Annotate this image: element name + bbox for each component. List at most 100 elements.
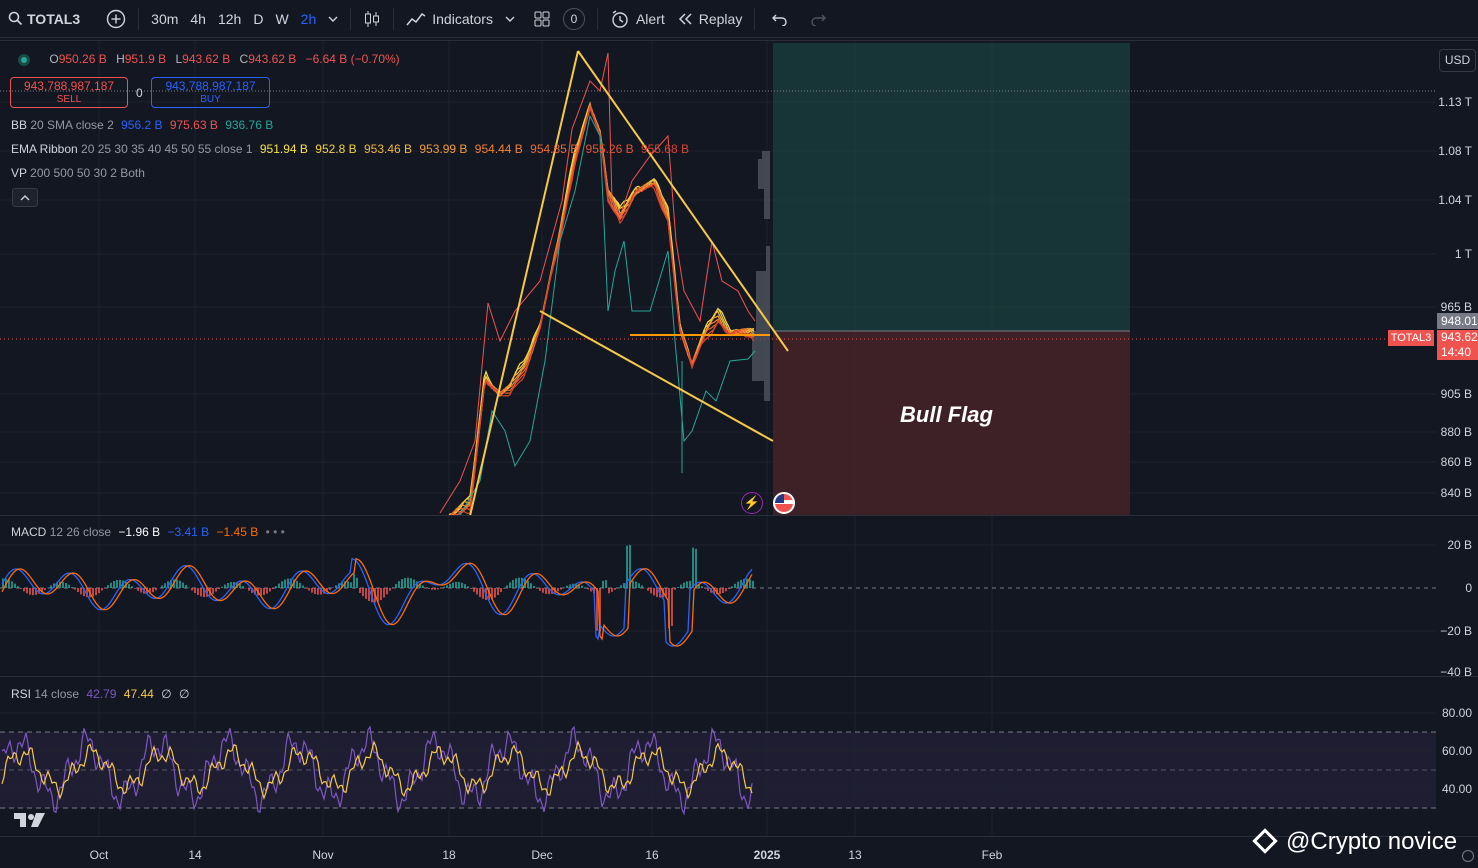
- close-label: C: [239, 52, 249, 66]
- indicators-button[interactable]: Indicators: [400, 0, 499, 38]
- currency-button[interactable]: USD: [1439, 49, 1476, 72]
- interval-2h[interactable]: 2h: [300, 10, 317, 27]
- badge-value: 0: [562, 7, 585, 30]
- ema-value: 953.46 B: [363, 142, 413, 156]
- macd-legend[interactable]: MACD 12 26 close −1.96 B −3.41 B −1.45 B…: [11, 525, 285, 539]
- macd-name: MACD: [11, 525, 47, 539]
- ema-ribbon-line: [449, 105, 755, 516]
- count-badge[interactable]: 0: [557, 0, 591, 38]
- time-axis[interactable]: [0, 836, 1478, 868]
- rsi-legend[interactable]: RSI 14 close 42.79 47.44 ∅ ∅: [11, 687, 189, 701]
- bull-flag-label[interactable]: Bull Flag: [900, 402, 993, 427]
- ema-name: EMA Ribbon: [11, 142, 78, 156]
- interval-30m[interactable]: 30m: [151, 10, 179, 27]
- separator: [138, 7, 140, 30]
- rsi-pane[interactable]: RSI 14 close 42.79 47.44 ∅ ∅ 80.00 60.00…: [0, 676, 1478, 837]
- macd-axis-label: 0: [1465, 581, 1472, 595]
- bb-legend[interactable]: BB 20 SMA close 2 956.2 B 975.63 B 936.7…: [11, 118, 273, 132]
- settings-icon[interactable]: [1462, 850, 1474, 862]
- vp-name: VP: [11, 166, 27, 180]
- open-value: 950.26 B: [58, 52, 107, 66]
- tradingview-logo[interactable]: [14, 812, 46, 828]
- interval-dropdown[interactable]: [322, 0, 344, 38]
- volume-profile: [752, 151, 770, 401]
- high-value: 951.9 B: [124, 52, 167, 66]
- target-zone[interactable]: [773, 43, 1130, 331]
- close-value: 943.62 B: [248, 52, 297, 66]
- bb-params: 20 SMA close 2: [30, 118, 114, 132]
- macd-axis-label: −40 B: [1440, 665, 1472, 679]
- rsi-ma-line: [1, 739, 753, 801]
- interval-d[interactable]: D: [253, 10, 264, 27]
- macd-signal-value: −1.45 B: [216, 525, 259, 539]
- open-label: O: [49, 52, 59, 66]
- price-label: 860 B: [1440, 455, 1472, 469]
- low-value: 943.62 B: [182, 52, 231, 66]
- time-label: 14: [188, 848, 202, 862]
- indicators-dropdown[interactable]: [499, 0, 521, 38]
- time-label: Dec: [531, 848, 553, 862]
- macd-params: 12 26 close: [49, 525, 112, 539]
- sell-price: 943,788,987,187: [23, 79, 115, 93]
- chart-type-button[interactable]: [357, 0, 387, 38]
- interval-w[interactable]: W: [275, 10, 289, 27]
- macd-pane[interactable]: MACD 12 26 close −1.96 B −3.41 B −1.45 B…: [0, 515, 1478, 679]
- indicators-icon: [406, 11, 426, 27]
- ema-ribbon-legend[interactable]: EMA Ribbon 20 25 30 35 40 45 50 55 close…: [11, 142, 689, 156]
- spread-value: 0: [136, 86, 143, 100]
- price-chart[interactable]: [0, 41, 1478, 516]
- rewind-icon: [677, 12, 693, 26]
- interval-12h[interactable]: 12h: [217, 10, 242, 27]
- buy-label: BUY: [200, 94, 221, 105]
- undo-icon: [771, 12, 789, 26]
- vp-legend[interactable]: VP 200 500 50 30 2 Both: [11, 166, 145, 180]
- candles-icon: [363, 9, 381, 29]
- separator: [350, 7, 352, 30]
- replay-label: Replay: [698, 10, 743, 27]
- watermark-text: @Crypto novice: [1286, 828, 1458, 855]
- symbol-tag: TOTAL3: [1388, 330, 1434, 346]
- time-label: Nov: [312, 848, 334, 862]
- status-dot-icon: [18, 53, 30, 66]
- macd-histogram-value: −1.96 B: [118, 525, 161, 539]
- separator: [754, 7, 756, 30]
- interval-4h[interactable]: 4h: [190, 10, 206, 27]
- price-label: 1.08 T: [1438, 144, 1472, 158]
- redo-button[interactable]: [803, 0, 833, 38]
- add-symbol-button[interactable]: [100, 0, 132, 38]
- chevron-down-icon: [505, 15, 515, 23]
- alarm-clock-icon: [610, 9, 630, 29]
- change-value: −6.64 B (−0.70%): [305, 52, 400, 66]
- rsi-chart[interactable]: [0, 677, 1478, 837]
- lightning-icon[interactable]: ⚡: [741, 492, 763, 514]
- time-label: 2025: [753, 848, 781, 862]
- redo-icon: [809, 12, 827, 26]
- layouts-button[interactable]: [527, 0, 557, 38]
- ema-value: 955.26 B: [585, 142, 634, 156]
- replay-button[interactable]: Replay: [671, 0, 749, 38]
- collapse-legend-button[interactable]: [12, 188, 38, 207]
- alert-button[interactable]: Alert: [604, 0, 671, 38]
- rsi-axis-label: 80.00: [1441, 706, 1472, 720]
- ema-value: 952.8 B: [315, 142, 357, 156]
- sell-button[interactable]: 943,788,987,187 SELL: [10, 77, 128, 108]
- chevron-up-icon: [20, 189, 30, 206]
- current-price: 943.62: [1441, 330, 1478, 344]
- macd-chart[interactable]: [0, 516, 1478, 677]
- stop-zone[interactable]: [773, 331, 1130, 516]
- low-label: L: [175, 52, 183, 66]
- grid-icon: [533, 10, 551, 28]
- ema-value: 955.68 B: [640, 142, 689, 156]
- top-toolbar: TOTAL3 30m 4h 12h D W 2h Indicators 0 Al…: [0, 0, 1478, 38]
- more-icon[interactable]: • • •: [265, 525, 285, 539]
- us-flag-icon[interactable]: [773, 492, 795, 514]
- bb-lower: 936.76 B: [225, 118, 274, 132]
- buy-button[interactable]: 943,788,987,187 BUY: [151, 77, 270, 108]
- bb-basis: 956.2 B: [121, 118, 163, 132]
- symbol-search[interactable]: TOTAL3: [0, 0, 86, 38]
- price-pane[interactable]: O950.26 B H951.9 B L943.62 B C943.62 B −…: [0, 40, 1478, 516]
- symbol-name: TOTAL3: [27, 10, 81, 27]
- separator: [393, 7, 395, 30]
- price-label: 1.13 T: [1438, 95, 1472, 109]
- undo-button[interactable]: [765, 0, 795, 38]
